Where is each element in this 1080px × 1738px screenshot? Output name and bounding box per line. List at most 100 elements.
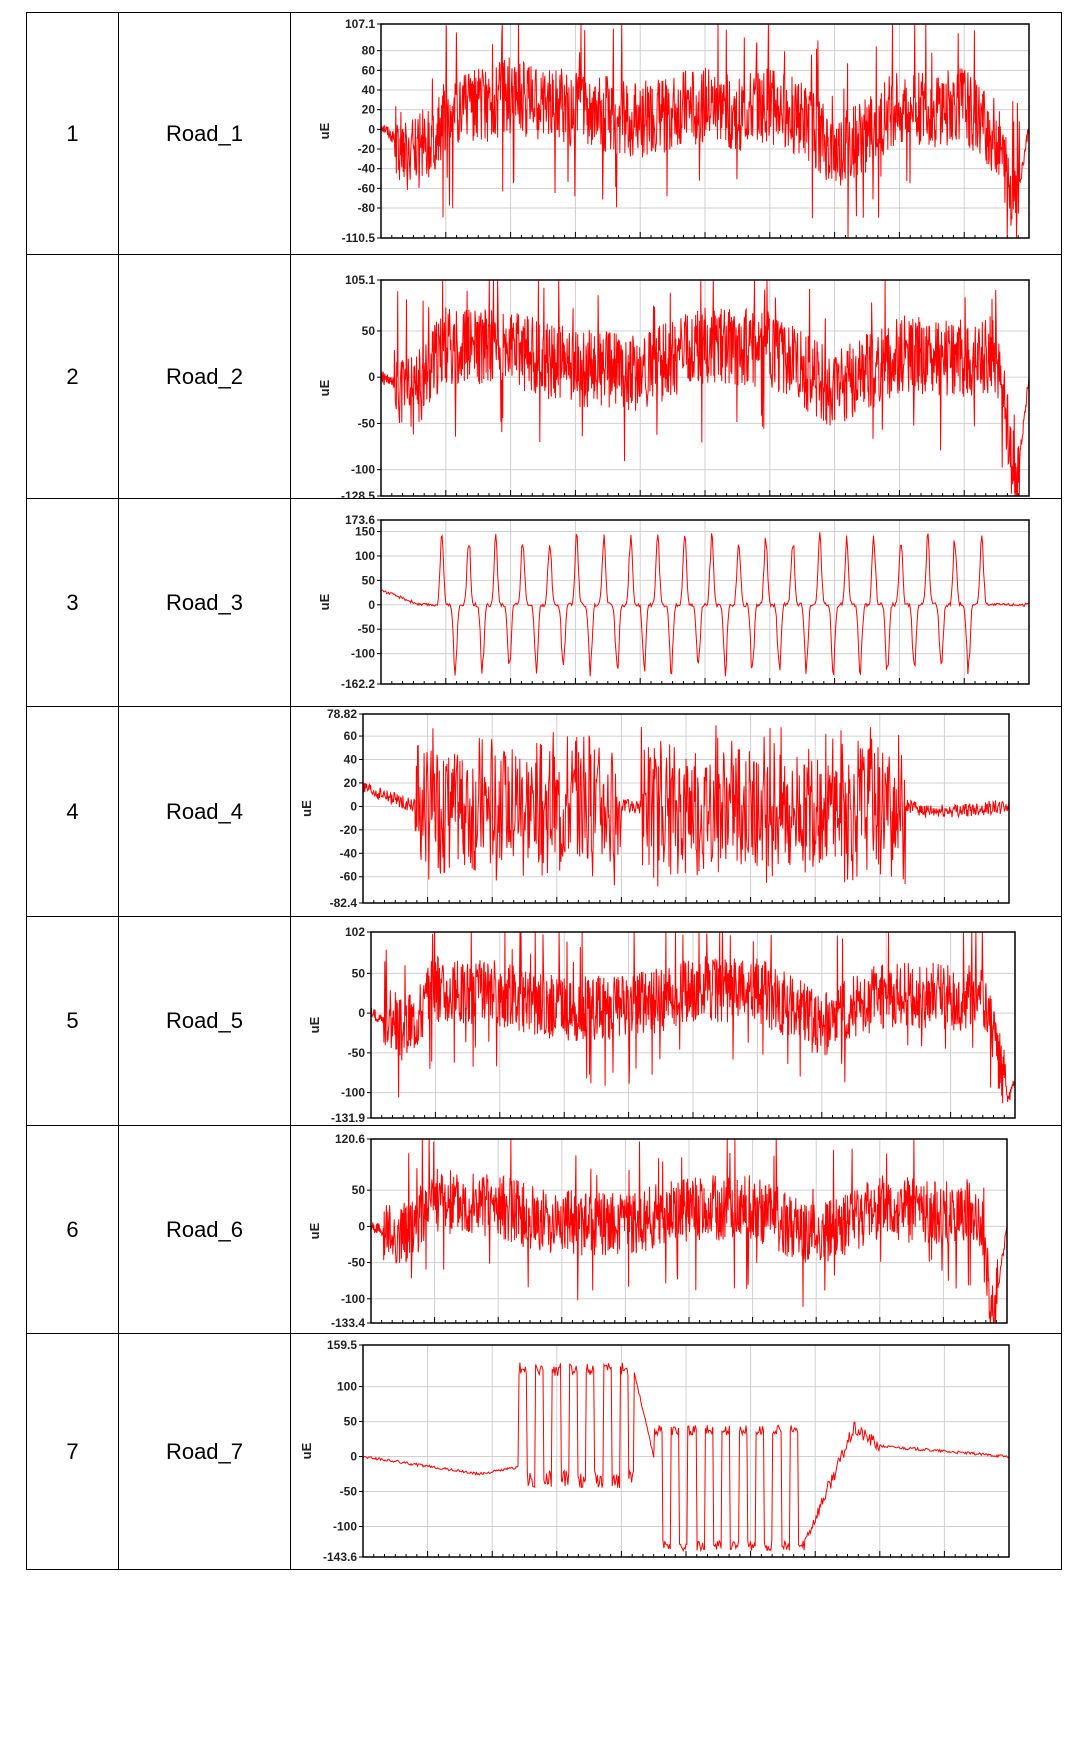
- y-tick-label: 173.6: [345, 513, 375, 527]
- row-index: 2: [26, 254, 119, 499]
- table-row: 2 Road_2 105.1 50 0 -50 -100 -128.5 uE: [26, 254, 1062, 499]
- y-tick-label: 40: [362, 82, 376, 96]
- y-tick-label: -133.4: [331, 1316, 365, 1330]
- y-axis-label: uE: [299, 799, 314, 816]
- y-tick-label: 50: [362, 573, 376, 587]
- y-tick-label: 50: [362, 323, 376, 337]
- y-tick-label: -60: [340, 869, 358, 883]
- y-tick-label: 20: [362, 102, 376, 116]
- y-axis-label: uE: [299, 1442, 314, 1459]
- y-tick-label: 159.5: [327, 1338, 357, 1352]
- y-tick-label: 0: [368, 597, 375, 611]
- road-table: 1 Road_1 107.1 80 60 40 20 0 -20 -40 -60 -80 -110.…: [26, 12, 1062, 1570]
- table-row: 6 Road_6 120.6 50 0 -50 -100 -133.4 uE: [26, 1125, 1062, 1334]
- y-tick-label: 100: [355, 548, 375, 562]
- road-name: Road_1: [118, 12, 291, 255]
- road-1-chart: 107.1 80 60 40 20 0 -20 -40 -60 -80 -110.5 uE: [317, 17, 1030, 245]
- y-tick-label: -100: [341, 1291, 365, 1305]
- signal-line: [380, 23, 1030, 238]
- y-tick-label: -80: [358, 201, 376, 215]
- y-tick-label: -50: [348, 1045, 366, 1059]
- y-tick-label: 0: [350, 1449, 357, 1463]
- y-tick-label: -131.9: [331, 1111, 365, 1125]
- y-tick-label: 105.1: [345, 273, 375, 287]
- y-tick-label: -100: [351, 462, 375, 476]
- y-tick-label: -50: [340, 1484, 358, 1498]
- y-tick-label: -20: [340, 822, 358, 836]
- chart-cell: 159.5 100 50 0 -50 -100 -143.6 uE: [290, 1333, 1062, 1570]
- signal-line: [362, 1362, 1010, 1552]
- y-tick-label: -50: [348, 1255, 366, 1269]
- table-row: 5 Road_5 102 50 0 -50 -100 -131.9 uE: [26, 916, 1062, 1126]
- y-axis-label: uE: [317, 379, 332, 396]
- signal-line: [370, 1138, 1008, 1324]
- y-tick-label: 60: [344, 729, 358, 743]
- signal-line: [370, 931, 1016, 1103]
- y-tick-label: 0: [368, 122, 375, 136]
- road-name: Road_6: [118, 1125, 291, 1334]
- y-tick-label: 78.82: [327, 708, 357, 721]
- chart-cell: 102 50 0 -50 -100 -131.9 uE: [290, 916, 1062, 1126]
- y-tick-label: -60: [358, 181, 376, 195]
- y-axis-label: uE: [317, 593, 332, 610]
- y-tick-label: 102: [345, 925, 365, 939]
- road-6-chart: 120.6 50 0 -50 -100 -133.4 uE: [307, 1132, 1008, 1330]
- y-tick-label: 60: [362, 63, 376, 77]
- road-name: Road_5: [118, 916, 291, 1126]
- chart-cell: 120.6 50 0 -50 -100 -133.4 uE: [290, 1125, 1062, 1334]
- y-tick-label: 100: [337, 1379, 357, 1393]
- road-name: Road_7: [118, 1333, 291, 1570]
- signal-line: [380, 279, 1030, 496]
- row-index: 6: [26, 1125, 119, 1334]
- signal-line: [362, 724, 1010, 886]
- road-name: Road_3: [118, 498, 291, 707]
- y-tick-label: 50: [352, 966, 366, 980]
- y-tick-label: -128.5: [341, 489, 375, 498]
- y-tick-label: -100: [333, 1519, 357, 1533]
- table-row: 1 Road_1 107.1 80 60 40 20 0 -20 -40 -60 -80 -110.…: [26, 12, 1062, 255]
- y-axis-label: uE: [317, 122, 332, 139]
- y-tick-label: 120.6: [335, 1132, 365, 1146]
- y-tick-label: -20: [358, 141, 376, 155]
- y-tick-label: 40: [344, 752, 358, 766]
- plot-frame: [370, 930, 1016, 1119]
- y-tick-label: 0: [350, 799, 357, 813]
- y-tick-label: -82.4: [330, 896, 358, 910]
- plot-frame: [362, 712, 1010, 904]
- table-row: 7 Road_7 159.5 100 50 0 -50 -100 -143.6 uE: [26, 1333, 1062, 1570]
- y-tick-label: -143.6: [323, 1550, 357, 1564]
- signal-line: [380, 531, 1029, 676]
- y-tick-label: 107.1: [345, 17, 375, 31]
- y-tick-label: 150: [355, 524, 375, 538]
- y-tick-label: 50: [352, 1183, 366, 1197]
- table-row: 4 Road_4 78.82 60 40 20 0 -20 -40 -60 -82.4 uE: [26, 706, 1062, 917]
- chart-cell: 173.6 150 100 50 0 -50 -100 -162.2 uE: [290, 498, 1062, 707]
- y-axis-label: uE: [307, 1222, 322, 1239]
- plot-frame: [362, 1343, 1010, 1558]
- y-tick-label: 0: [358, 1219, 365, 1233]
- y-tick-label: 20: [344, 775, 358, 789]
- plot-frame: [380, 518, 1030, 685]
- y-tick-label: -40: [358, 161, 376, 175]
- road-5-chart: 102 50 0 -50 -100 -131.9 uE: [307, 925, 1016, 1125]
- row-index: 7: [26, 1333, 119, 1570]
- chart-cell: 107.1 80 60 40 20 0 -20 -40 -60 -80 -110.5 uE: [290, 12, 1062, 255]
- road-name: Road_2: [118, 254, 291, 499]
- road-name: Road_4: [118, 706, 291, 917]
- y-tick-label: 50: [344, 1414, 358, 1428]
- row-index: 5: [26, 916, 119, 1126]
- table-row: 3 Road_3 173.6 150 100 50 0 -50 -100 -162.2 uE: [26, 498, 1062, 707]
- y-tick-label: -100: [351, 646, 375, 660]
- row-index: 4: [26, 706, 119, 917]
- y-tick-label: 0: [358, 1006, 365, 1020]
- y-tick-label: 80: [362, 43, 376, 57]
- y-tick-label: -100: [341, 1085, 365, 1099]
- y-tick-label: -50: [358, 622, 376, 636]
- y-tick-label: 0: [368, 370, 375, 384]
- y-tick-label: -110.5: [342, 231, 376, 245]
- plot-frame: [380, 278, 1030, 497]
- plot-frame: [380, 22, 1030, 239]
- y-tick-label: -50: [358, 416, 376, 430]
- chart-cell: 78.82 60 40 20 0 -20 -40 -60 -82.4 uE: [290, 706, 1062, 917]
